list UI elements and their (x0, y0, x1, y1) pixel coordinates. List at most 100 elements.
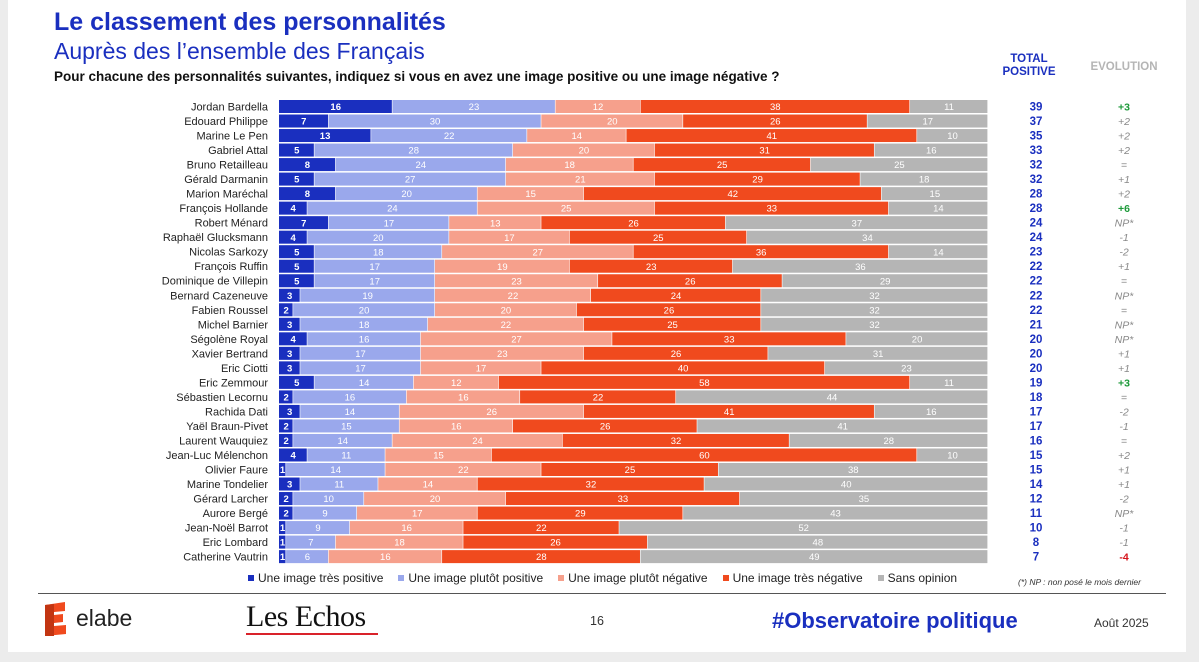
bar-une-image-plutot-positive (293, 390, 407, 404)
bar-une-image-tres-negative (505, 492, 740, 506)
bar-une-image-tres-negative (562, 433, 789, 447)
bar-une-image-tres-negative (569, 230, 747, 244)
footer-divider (38, 593, 1166, 594)
chart-legend: Une image très positive Une image plutôt… (248, 571, 957, 585)
data-label: 18 (373, 247, 384, 258)
legend-item-sans-opinion: Sans opinion (877, 571, 957, 585)
bar-une-image-plutot-positive (314, 143, 513, 157)
bar-une-image-plutot-positive (314, 375, 414, 389)
data-label: 23 (469, 102, 480, 113)
category-label: Robert Ménard (195, 218, 268, 230)
evolution-value: +6 (1118, 203, 1130, 215)
legend-swatch (722, 575, 729, 581)
total-positive-value: 16 (1030, 435, 1043, 447)
bar-une-image-plutot-positive (314, 259, 435, 273)
data-label: 25 (561, 204, 572, 215)
bar-sans-opinion (761, 317, 988, 331)
data-label: 17 (922, 117, 933, 128)
bar-une-image-tres-negative (576, 303, 761, 317)
bar-une-image-tres-negative (626, 129, 917, 143)
bar-une-image-tres-positive (279, 433, 293, 447)
data-label: 11 (944, 102, 954, 113)
total-positive-value: 20 (1030, 363, 1043, 375)
data-label: 36 (756, 247, 767, 258)
data-label: 4 (291, 233, 297, 244)
bar-une-image-tres-positive (279, 506, 293, 520)
observatoire-hashtag: #Observatoire politique (772, 608, 1018, 633)
bar-une-image-tres-negative (583, 346, 768, 360)
bar-une-image-tres-negative (498, 375, 910, 389)
bar-une-image-plutot-positive (328, 216, 449, 230)
data-label: 2 (283, 509, 288, 520)
data-label: 17 (369, 262, 380, 273)
data-label: 26 (600, 422, 611, 433)
data-label: 41 (837, 422, 848, 433)
bar-sans-opinion (768, 346, 988, 360)
publication-date: Août 2025 (1094, 616, 1149, 630)
total-positive-value: 17 (1030, 421, 1043, 433)
data-label: 58 (699, 378, 710, 389)
category-label: Yaël Braun-Pivet (186, 421, 268, 433)
bar-une-image-tres-negative (583, 404, 874, 418)
evolution-value: +2 (1118, 189, 1130, 201)
data-label: 28 (408, 146, 419, 157)
data-label: 2 (283, 494, 288, 505)
bar-une-image-plutot-positive (314, 274, 435, 288)
data-label: 2 (283, 393, 288, 404)
bar-une-image-plutot-negative (449, 230, 570, 244)
data-label: 24 (671, 291, 682, 302)
bar-sans-opinion (810, 158, 988, 172)
bar-une-image-plutot-negative (434, 259, 570, 273)
bar-sans-opinion (860, 172, 988, 186)
bar-sans-opinion (824, 361, 988, 375)
total-positive-value: 24 (1030, 232, 1043, 244)
bar-une-image-plutot-negative (356, 506, 477, 520)
data-label: 29 (880, 276, 891, 287)
data-label: 38 (848, 465, 859, 476)
bar-sans-opinion (739, 492, 988, 506)
bar-une-image-plutot-positive (293, 433, 392, 447)
data-label: 16 (380, 552, 391, 563)
bar-une-image-tres-positive (279, 158, 336, 172)
bar-sans-opinion (697, 419, 988, 433)
data-label: 10 (947, 131, 958, 142)
total-positive-value: 28 (1030, 189, 1043, 201)
data-label: 14 (345, 407, 356, 418)
total-positive-value: 22 (1030, 305, 1043, 317)
data-label: 25 (717, 160, 728, 171)
data-label: 40 (841, 480, 852, 491)
bar-une-image-tres-negative (633, 158, 811, 172)
total-positive-value: 39 (1030, 102, 1043, 114)
bar-une-image-tres-negative (654, 143, 874, 157)
data-label: 32 (869, 291, 880, 302)
total-positive-header: TOTAL POSITIVE (1002, 53, 1056, 78)
evolution-value: +1 (1118, 174, 1130, 186)
bar-une-image-plutot-positive (300, 317, 428, 331)
data-label: 22 (501, 320, 512, 331)
bar-sans-opinion (761, 303, 988, 317)
bar-sans-opinion (683, 506, 988, 520)
category-label: Aurore Bergé (203, 508, 268, 520)
data-label: 38 (770, 102, 781, 113)
evolution-value: NP* (1115, 218, 1135, 230)
data-label: 17 (369, 276, 380, 287)
bar-une-image-tres-positive (279, 245, 314, 259)
data-label: 18 (394, 538, 405, 549)
bar-une-image-tres-positive (279, 492, 293, 506)
data-label: 16 (401, 523, 412, 534)
data-label: 26 (685, 276, 696, 287)
category-label: Rachida Dati (205, 406, 268, 418)
total-positive-value: 8 (1033, 537, 1040, 549)
data-label: 14 (359, 378, 370, 389)
data-label: 30 (430, 117, 441, 128)
bar-une-image-plutot-positive (307, 332, 421, 346)
data-label: 5 (294, 175, 300, 186)
bar-sans-opinion (846, 332, 988, 346)
evolution-value: +1 (1118, 261, 1130, 273)
bar-une-image-tres-positive (279, 172, 314, 186)
data-label: 6 (305, 552, 310, 563)
total-positive-value: 24 (1030, 218, 1043, 230)
bar-une-image-plutot-positive (307, 448, 385, 462)
data-label: 28 (536, 552, 547, 563)
data-label: 9 (315, 523, 320, 534)
